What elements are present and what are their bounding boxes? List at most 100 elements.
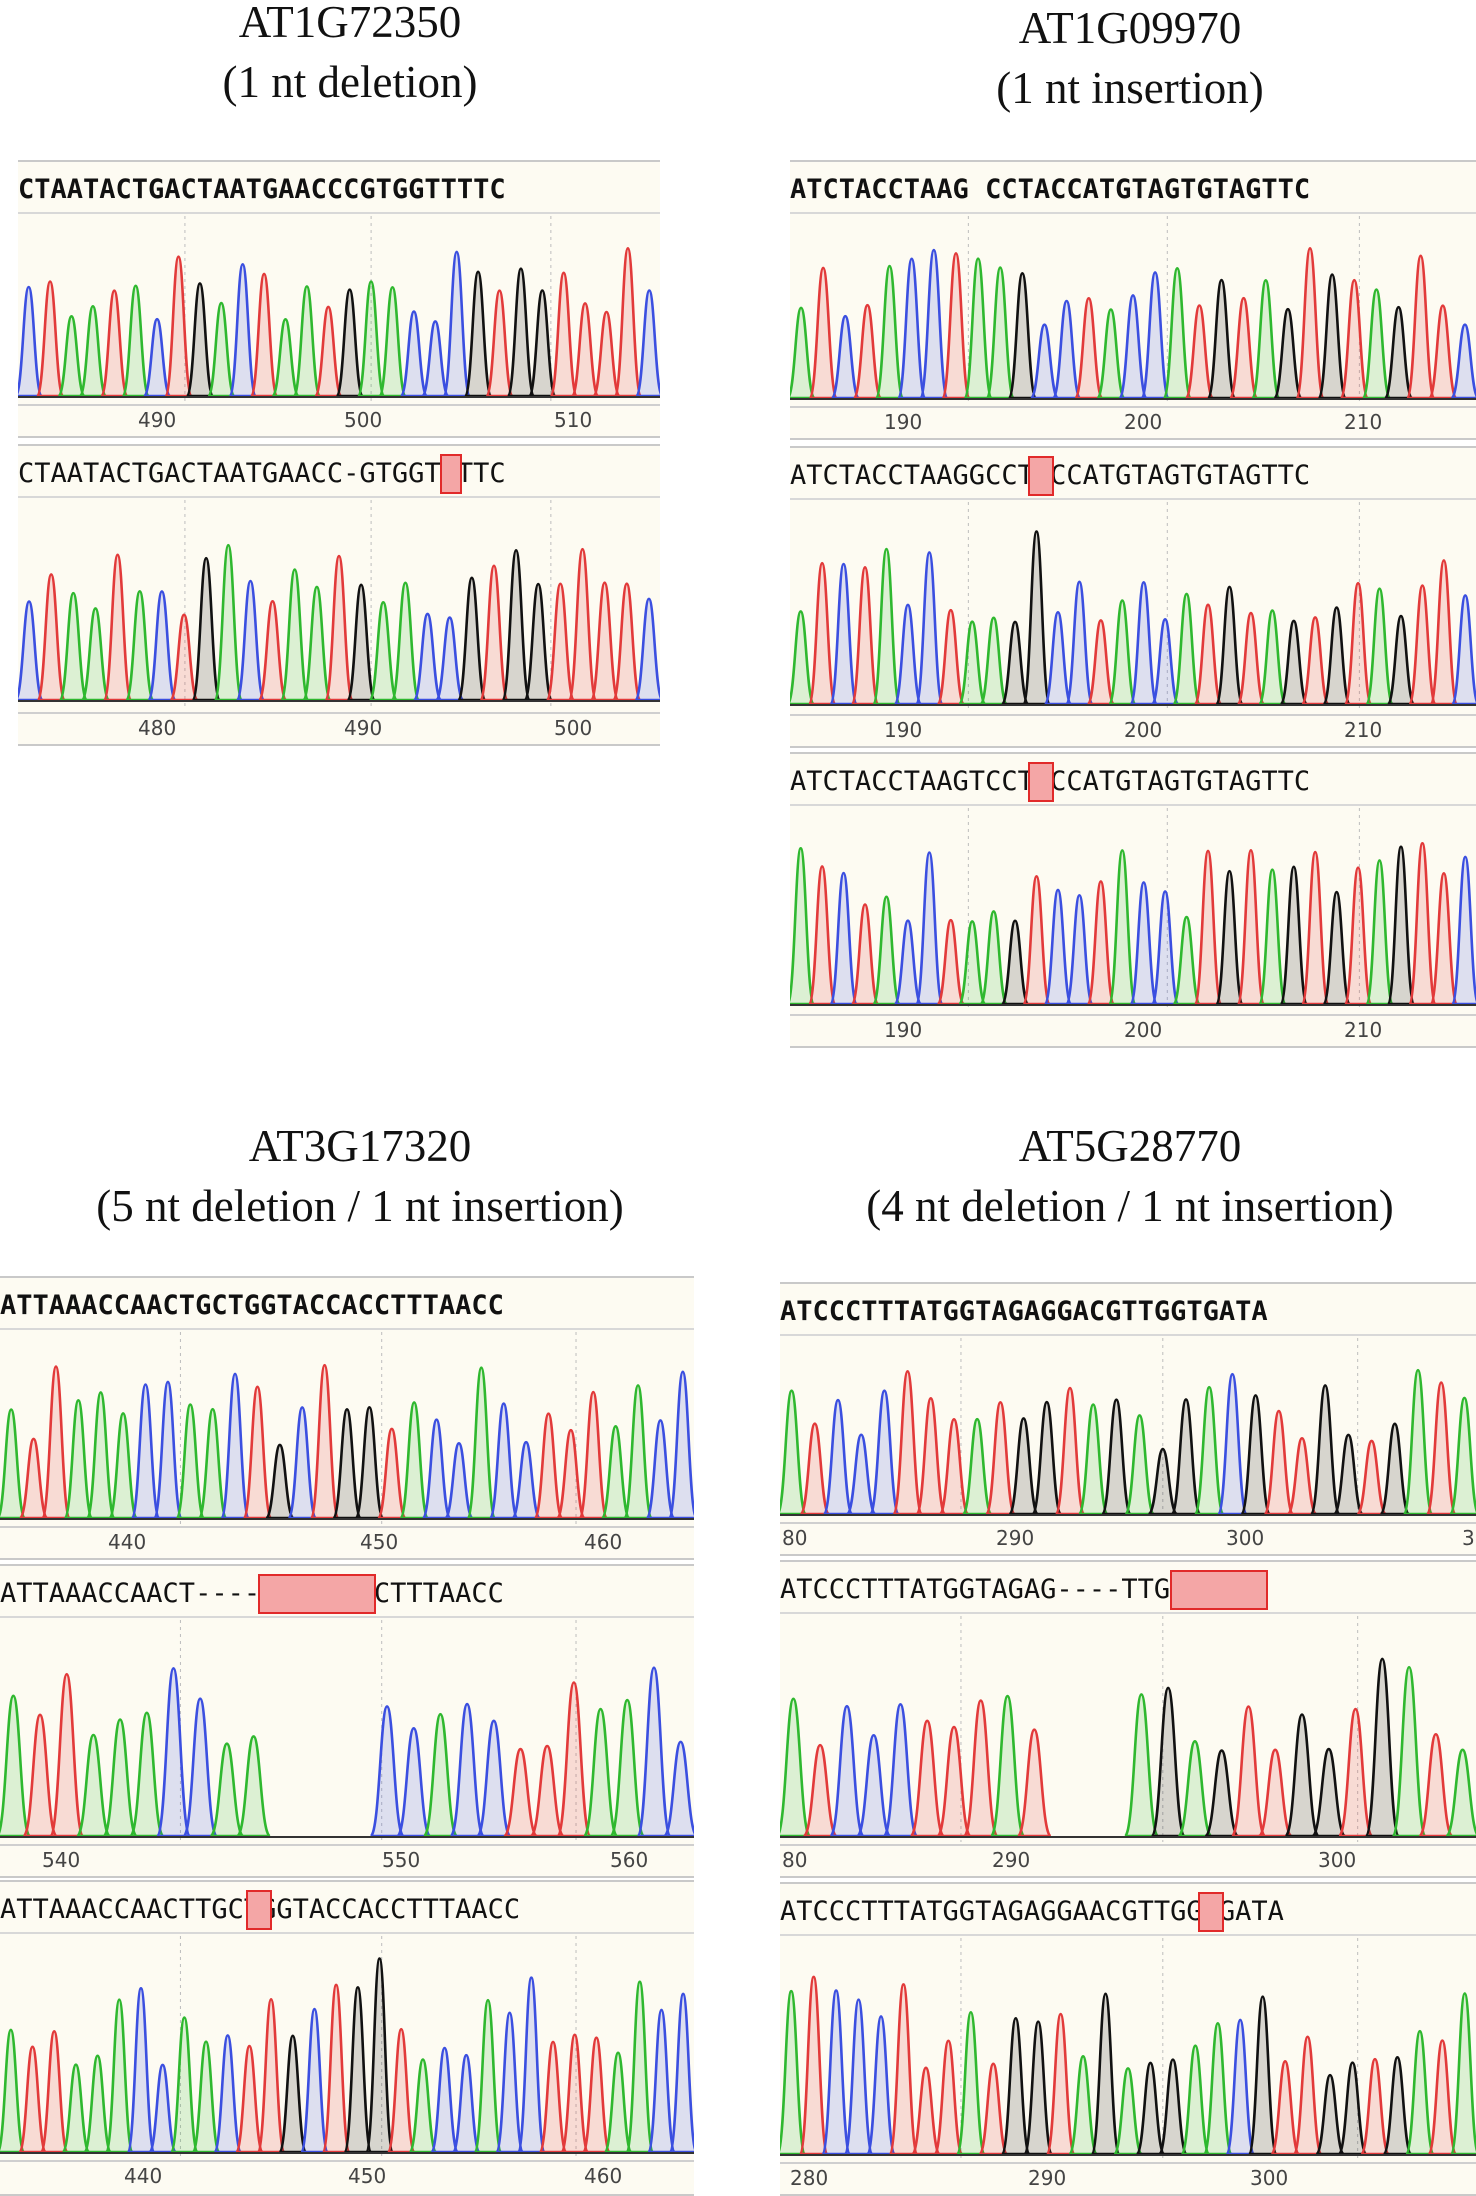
trace-peak-T xyxy=(538,2040,568,2154)
trace-peak-G xyxy=(1150,1686,1187,1838)
axis-tick-label: 300 xyxy=(1250,2166,1289,2190)
trace-peak-T xyxy=(938,1418,970,1516)
trace-peak-T xyxy=(1407,841,1437,1006)
trace-peak-T xyxy=(234,2044,265,2154)
trace-peak-A xyxy=(270,318,301,398)
trace-peak-T xyxy=(1337,1707,1374,1838)
trace-peak-C xyxy=(510,1440,542,1520)
trace-peak-T xyxy=(313,305,343,398)
trace-peak-G xyxy=(1147,1447,1179,1516)
trace-peak-C xyxy=(1118,294,1148,400)
sequence-track: CTAATACTGACTAATGAACC-GTGGTTTTC xyxy=(18,452,660,498)
trace-peak-C xyxy=(442,250,472,398)
trace-peak-T xyxy=(1086,880,1116,1006)
axis-tick-label: 190 xyxy=(884,1018,923,1042)
trace-peak-T xyxy=(1184,304,1215,400)
trace-peak-T xyxy=(909,1719,946,1838)
axis-tick-label: 490 xyxy=(344,716,383,740)
trace-peak-A xyxy=(780,1989,807,2156)
trace-peak-T xyxy=(1045,2012,1076,2156)
sequence-track: ATTAAACCAACT-----TACCACCTTTAACC xyxy=(0,1572,694,1618)
trace-peak-G xyxy=(1322,606,1352,706)
sequence-track: ATCCCTTTATGGTAGAGGAACGTTGGTGATA xyxy=(780,1890,1476,1936)
trace-peak-G xyxy=(1332,1433,1365,1516)
axis-tick-label: 510 xyxy=(554,408,593,432)
chromatogram-trace xyxy=(790,502,1476,710)
trace-peak-G xyxy=(1203,1749,1240,1838)
mutation-label: (4 nt deletion / 1 nt insertion) xyxy=(866,1181,1394,1231)
mutation-highlight xyxy=(1198,1892,1224,1932)
trace-peak-T xyxy=(1429,872,1459,1006)
trace-peak-T xyxy=(808,266,839,400)
trace-peak-G xyxy=(1000,620,1030,706)
trace-peak-C xyxy=(412,612,443,702)
trace-peak-A xyxy=(61,2063,91,2154)
trace-peak-G xyxy=(1284,1713,1320,1838)
mutation-highlight xyxy=(1028,456,1054,496)
axis-tick-label: 300 xyxy=(1318,1848,1357,1872)
trace-peak-T xyxy=(1263,1409,1295,1516)
trace-peak-G xyxy=(1021,530,1052,706)
trace-peak-A xyxy=(368,601,399,702)
trace-peak-A xyxy=(1180,2044,1211,2156)
sequence-track: ATCTACCTAAG CCTACCATGTAGTGTAGTTC xyxy=(790,168,1476,214)
trace-peak-A xyxy=(979,616,1009,706)
axis-tick-label: 540 xyxy=(42,1848,81,1872)
trace-peak-A xyxy=(377,285,408,398)
trace-peak-C xyxy=(855,1733,892,1838)
trace-peak-T xyxy=(529,1744,566,1838)
trace-peak-T xyxy=(549,271,579,398)
trace-peak-G xyxy=(1382,2056,1413,2156)
trace-peak-T xyxy=(321,1983,351,2154)
trace-peak-C xyxy=(219,1372,251,1520)
trace-peak-G xyxy=(1386,614,1416,706)
trace-peak-G xyxy=(463,270,493,398)
chromatogram-panel: ATCCCTTTATGGTAGAGGAACGTTGGTGATA 280 290 … xyxy=(780,1882,1476,2196)
chromatogram-trace xyxy=(780,1616,1476,1842)
trace-peak-A xyxy=(1448,1396,1476,1516)
chromatogram-trace xyxy=(18,216,660,402)
trace-peak-T xyxy=(933,2039,964,2156)
axis-tick-label: 210 xyxy=(1344,1018,1383,1042)
trace-peak-A xyxy=(1404,2029,1436,2156)
trace-peak-C xyxy=(1225,2018,1256,2156)
trace-peak-A xyxy=(399,1401,430,1520)
chromatogram-trace xyxy=(0,1332,694,1524)
trace-peak-G xyxy=(343,1986,373,2154)
trace-peak-C xyxy=(299,2007,330,2154)
trace-peak-C xyxy=(429,2046,460,2154)
axis-tick-label: 210 xyxy=(1344,718,1383,742)
chromatogram-trace xyxy=(790,216,1476,404)
trace-peak-T xyxy=(99,289,129,398)
trace-peak-A xyxy=(124,589,155,702)
gene-title-block-4: AT5G28770 (4 nt deletion / 1 nt insertio… xyxy=(790,1116,1470,1236)
trace-peak-G xyxy=(1090,1992,1121,2156)
mutation-label: (1 nt deletion) xyxy=(222,57,478,107)
trace-peak-C xyxy=(1150,618,1180,706)
trace-peak-G xyxy=(1309,1384,1341,1516)
trace-peak-C xyxy=(1129,881,1159,1006)
trace-peak-A xyxy=(422,1712,459,1838)
trace-peak-T xyxy=(1073,297,1104,400)
trace-peak-C xyxy=(822,1398,854,1516)
trace-peak-C xyxy=(395,1726,432,1838)
trace-peak-T xyxy=(570,302,600,398)
axis-tick-label: 550 xyxy=(382,1848,421,1872)
trace-peak-T xyxy=(48,1672,85,1838)
trace-peak-C xyxy=(235,579,266,702)
trace-peak-T xyxy=(18,1437,49,1520)
chromatogram-panel: ATTAAACCAACTGCTGGTACCACCTTTAACC 440 450 … xyxy=(0,1276,694,1560)
trace-peak-A xyxy=(56,314,87,398)
trace-peak-A xyxy=(121,284,151,398)
trace-peak-C xyxy=(634,289,660,398)
trace-peak-G xyxy=(456,576,487,702)
trace-peak-T xyxy=(940,252,971,400)
trace-peak-G xyxy=(364,1957,395,2154)
trace-peak-A xyxy=(356,280,386,398)
trace-peak-T xyxy=(1269,2060,1301,2156)
trace-peak-C xyxy=(667,1370,694,1520)
trace-peak-A xyxy=(979,910,1009,1006)
trace-peak-C xyxy=(914,551,944,706)
trace-peak-A xyxy=(197,1407,228,1520)
trace-peak-C xyxy=(228,262,258,398)
